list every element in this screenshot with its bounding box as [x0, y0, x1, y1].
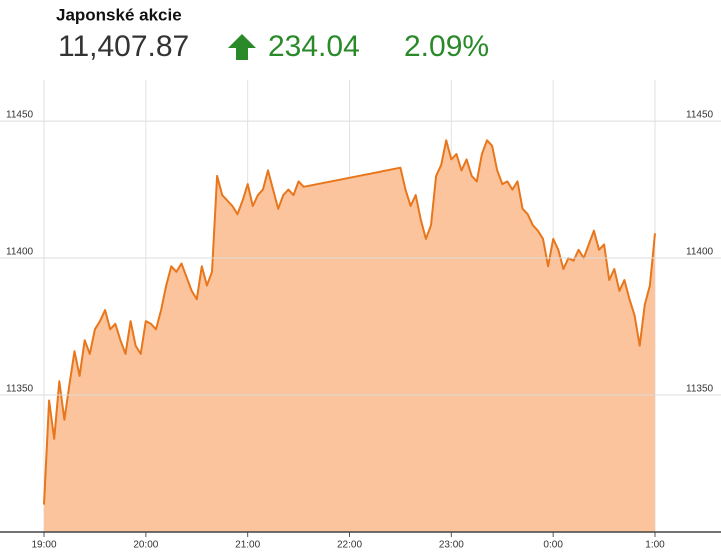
change-percent: 2.09% [404, 30, 489, 63]
x-tick-label: 0:00 [543, 540, 563, 551]
x-tick-label: 23:00 [439, 540, 464, 551]
x-tick-label: 22:00 [337, 540, 362, 551]
area [44, 140, 655, 533]
y-tick-label: 11350 [6, 384, 34, 395]
chart-title: Japonské akcie [56, 5, 182, 24]
up-arrow [228, 34, 256, 60]
y-tick-label-right: 11400 [686, 247, 714, 258]
y-tick-label-right: 11450 [686, 110, 714, 121]
y-tick-label: 11400 [6, 247, 34, 258]
change: 234.04 [268, 30, 360, 63]
x-tick-label: 19:00 [31, 540, 56, 551]
x-tick-label: 21:00 [235, 540, 260, 551]
last-value: 11,407.87 [58, 30, 189, 63]
x-tick-label: 20:00 [133, 540, 158, 551]
y-tick-label: 11450 [6, 110, 34, 121]
x-tick-label: 1:00 [645, 540, 665, 551]
y-tick-label-right: 11350 [686, 384, 714, 395]
